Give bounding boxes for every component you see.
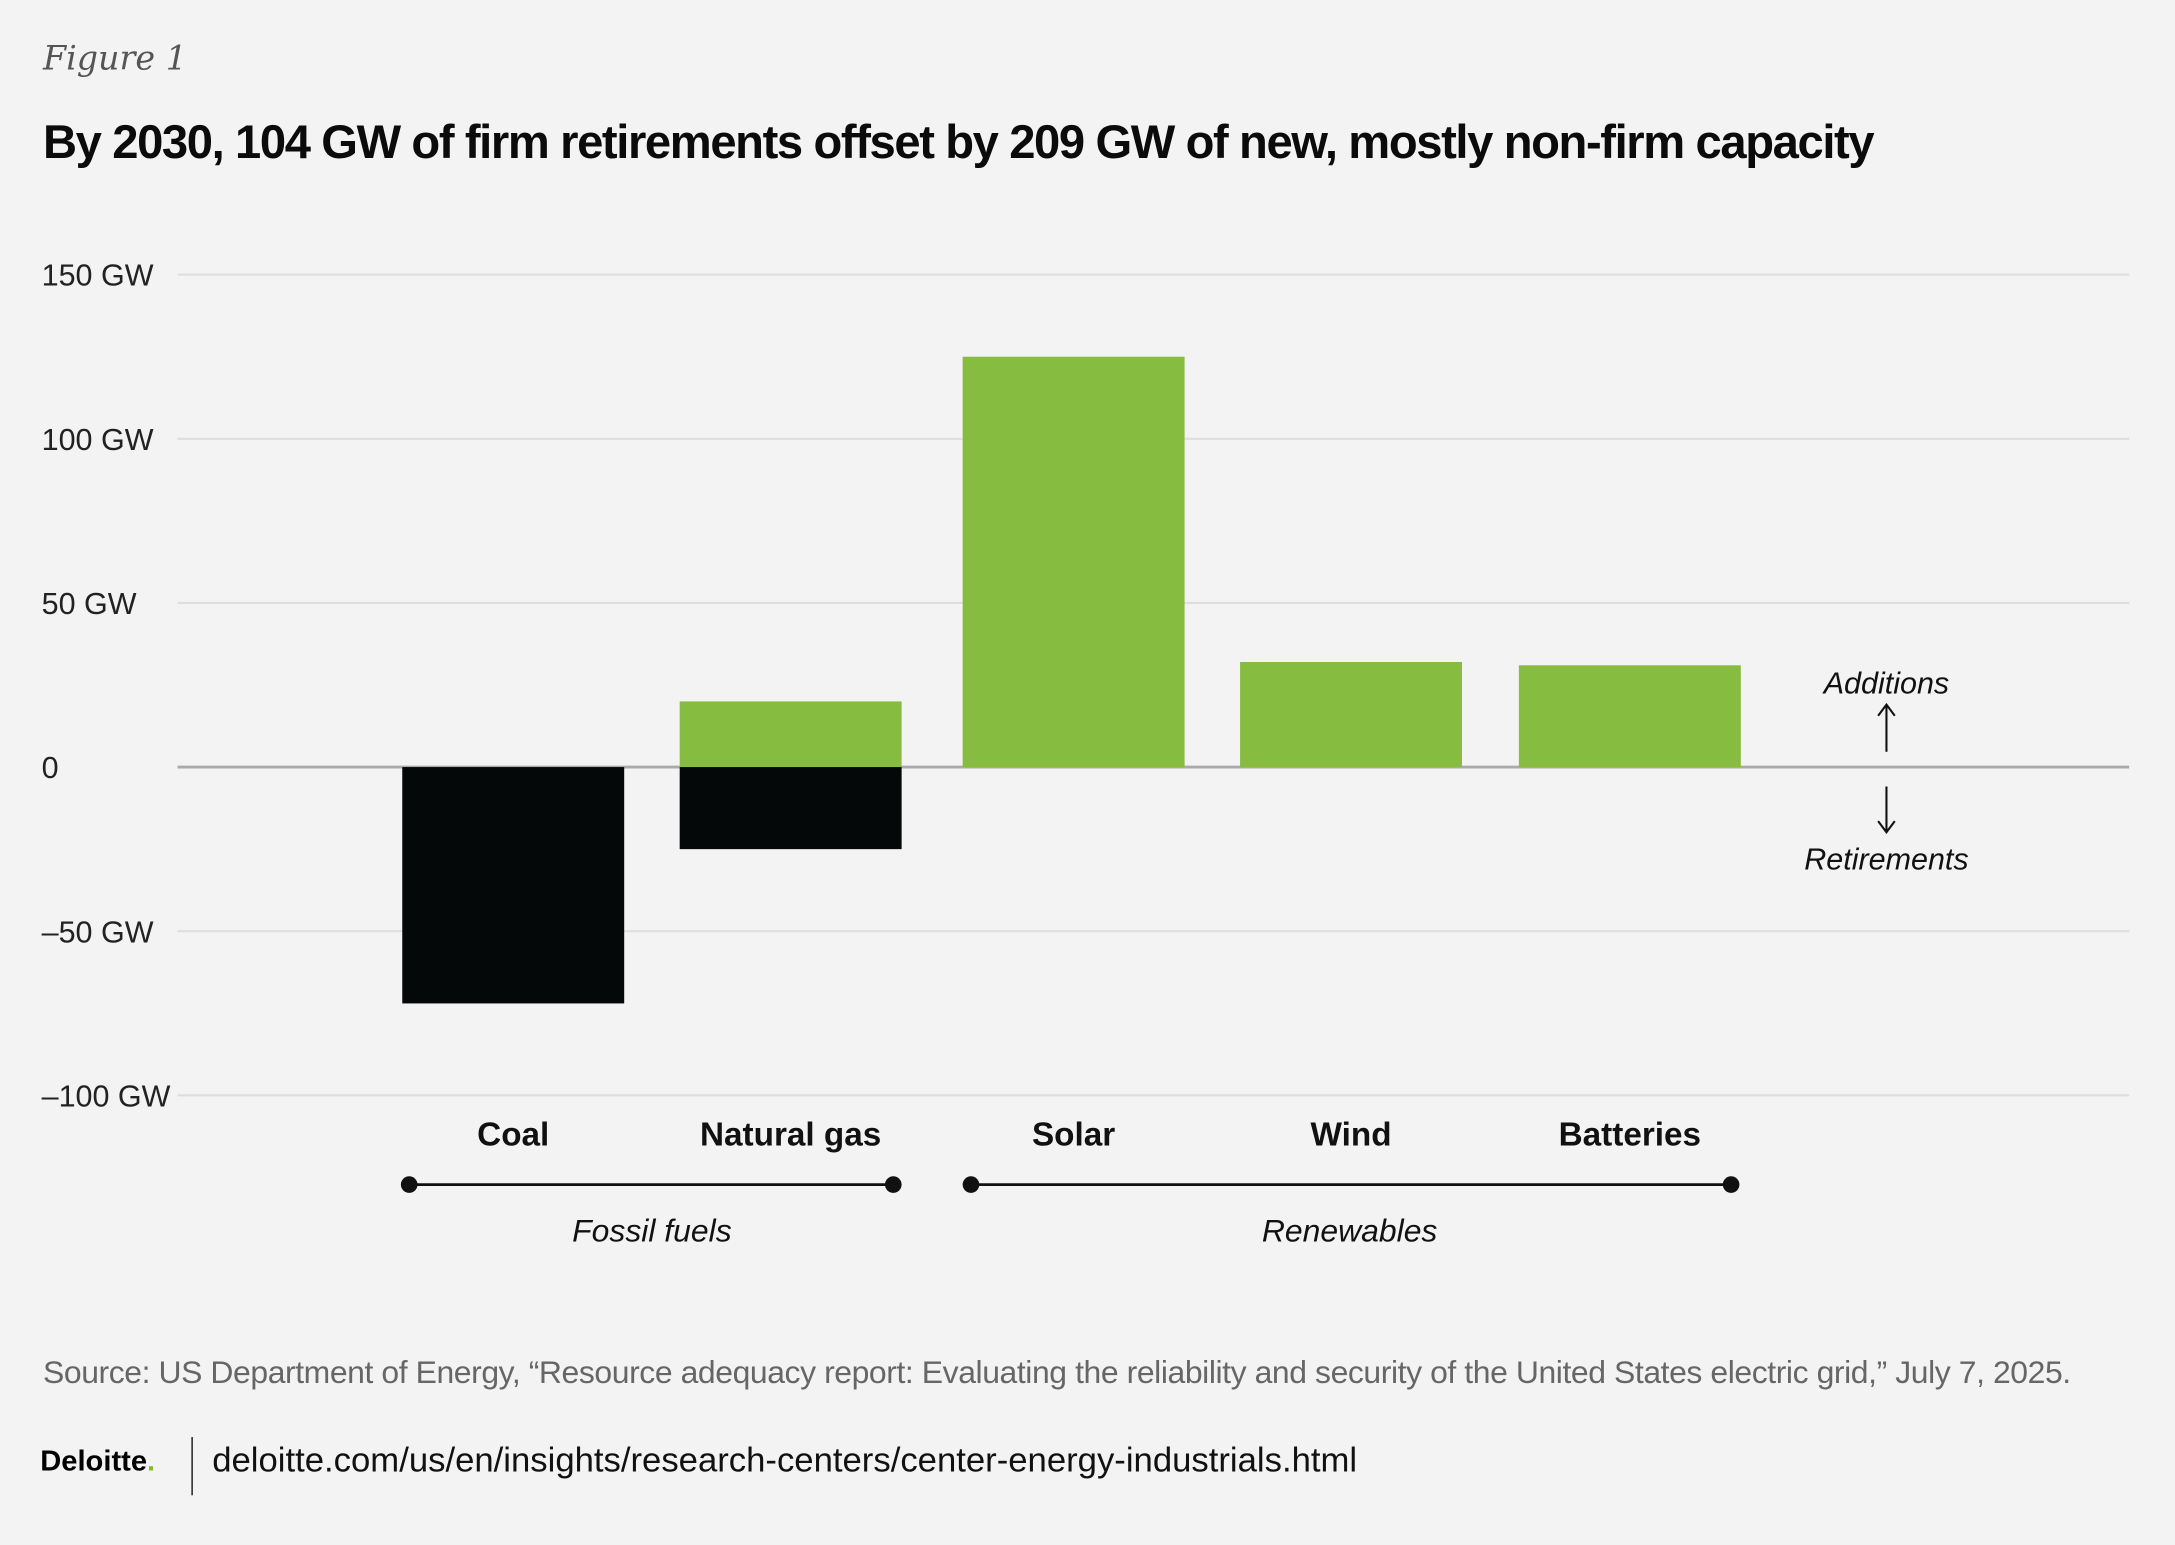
bracket-endpoint <box>1722 1176 1740 1193</box>
bar-chart: 150 GW 100 GW 50 GW 0 –50 GW –100 GW Coal Natur… <box>42 259 2130 1248</box>
chart-title: By 2030, 104 GW of firm retirements offs… <box>43 116 1875 170</box>
y-tick-label: 0 <box>42 751 59 785</box>
bar-batteries-additions <box>1518 665 1741 768</box>
retirements-annotation: Retirements <box>1804 843 1968 877</box>
footer-url[interactable]: deloitte.com/us/en/insights/research-cen… <box>212 1441 1358 1481</box>
additions-annotation: Additions <box>1822 667 1949 701</box>
divider <box>191 1437 193 1496</box>
bracket-endpoint <box>962 1176 980 1193</box>
y-tick-label: –50 GW <box>42 915 154 949</box>
figure-label: Figure 1 <box>43 38 187 78</box>
arrow-down-icon <box>1877 786 1896 834</box>
group-label: Renewables <box>1262 1212 1438 1248</box>
arrow-up-icon <box>1877 702 1896 752</box>
bar-natural-gas-additions <box>679 701 902 768</box>
bar-solar-additions <box>962 356 1185 768</box>
bar-wind-additions <box>1240 662 1463 768</box>
bracket-endpoint <box>884 1176 902 1193</box>
category-label: Wind <box>1311 1117 1392 1154</box>
category-label: Solar <box>1032 1117 1115 1154</box>
category-label: Coal <box>477 1117 549 1154</box>
bar-natural-gas-retirements <box>679 767 902 850</box>
y-tick-label: 100 GW <box>42 423 154 457</box>
bar-coal-retirements <box>402 767 625 1004</box>
deloitte-logo: Deloitte. <box>40 1445 156 1478</box>
bracket-endpoint <box>400 1176 418 1193</box>
y-tick-label: 150 GW <box>42 259 154 293</box>
y-tick-label: 50 GW <box>42 587 137 621</box>
y-tick-label: –100 GW <box>42 1079 171 1113</box>
group-label: Fossil fuels <box>572 1212 732 1248</box>
category-label: Natural gas <box>700 1117 881 1154</box>
category-label: Batteries <box>1559 1117 1701 1154</box>
source-note: Source: US Department of Energy, “Resour… <box>43 1353 2071 1390</box>
